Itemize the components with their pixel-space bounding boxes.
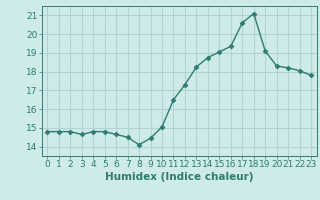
X-axis label: Humidex (Indice chaleur): Humidex (Indice chaleur) <box>105 172 253 182</box>
